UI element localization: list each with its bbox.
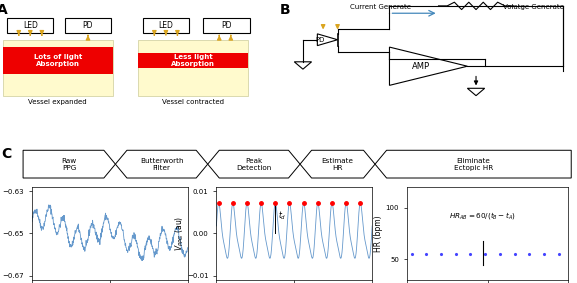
Text: Current Generate: Current Generate <box>350 4 411 10</box>
Polygon shape <box>23 150 115 178</box>
Polygon shape <box>208 150 300 178</box>
Text: PD: PD <box>83 21 93 30</box>
Text: AMP: AMP <box>412 62 430 71</box>
FancyBboxPatch shape <box>65 18 111 33</box>
FancyBboxPatch shape <box>143 18 189 33</box>
Text: $HR_{AB} = 60/(t_B - t_A)$: $HR_{AB} = 60/(t_B - t_A)$ <box>449 210 516 221</box>
Text: LED: LED <box>159 21 173 30</box>
FancyBboxPatch shape <box>138 40 248 96</box>
Text: Vessel contracted: Vessel contracted <box>162 98 224 104</box>
Polygon shape <box>300 150 375 178</box>
Text: C: C <box>2 147 12 162</box>
Text: A: A <box>0 3 8 17</box>
Y-axis label: $V_{PPG}$ (au): $V_{PPG}$ (au) <box>173 216 186 251</box>
Text: B: B <box>280 3 290 17</box>
FancyBboxPatch shape <box>3 47 113 74</box>
Text: PD: PD <box>221 21 232 30</box>
FancyBboxPatch shape <box>203 18 249 33</box>
Text: $t_d$: $t_d$ <box>278 209 286 222</box>
Text: Less light
Absorption: Less light Absorption <box>171 54 215 67</box>
FancyBboxPatch shape <box>3 40 113 96</box>
Text: Estimate
HR: Estimate HR <box>321 158 354 171</box>
Text: Peak
Detection: Peak Detection <box>236 158 272 171</box>
Text: Raw
PPG: Raw PPG <box>62 158 77 171</box>
Text: LED: LED <box>23 21 38 30</box>
Y-axis label: HR (bpm): HR (bpm) <box>374 215 383 252</box>
Text: Volatge Generate: Volatge Generate <box>503 4 564 10</box>
Text: Butterworth
Filter: Butterworth Filter <box>140 158 183 171</box>
Polygon shape <box>317 34 338 46</box>
Polygon shape <box>389 47 467 85</box>
Polygon shape <box>294 62 312 69</box>
FancyBboxPatch shape <box>7 18 53 33</box>
Text: Lots of light
Absorption: Lots of light Absorption <box>33 54 82 67</box>
Text: PD: PD <box>316 37 325 43</box>
Polygon shape <box>115 150 208 178</box>
Text: Vessel expanded: Vessel expanded <box>28 98 87 104</box>
Text: Eliminate
Ectopic HR: Eliminate Ectopic HR <box>454 158 493 171</box>
Polygon shape <box>467 88 485 96</box>
FancyBboxPatch shape <box>138 53 248 68</box>
Polygon shape <box>375 150 571 178</box>
